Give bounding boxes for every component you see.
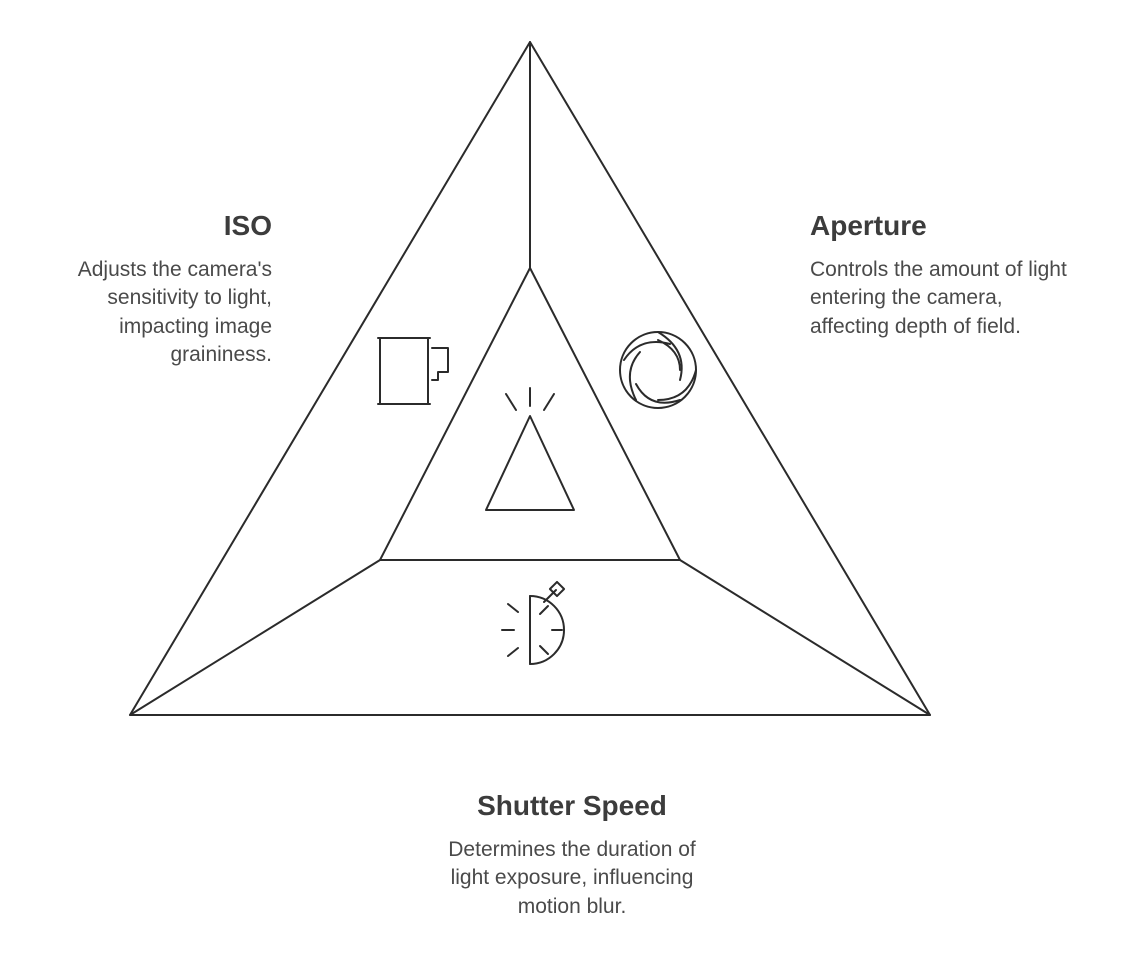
iso-icon — [378, 338, 448, 404]
shutter-desc: Determines the duration of light exposur… — [427, 836, 717, 921]
aperture-desc: Controls the amount of light entering th… — [810, 256, 1070, 341]
spoke-left — [130, 560, 380, 715]
shutter-icon — [502, 582, 564, 664]
exposure-triangle-diagram: ISO Adjusts the camera's sensitivity to … — [0, 0, 1144, 958]
spoke-right — [680, 560, 930, 715]
shutter-title: Shutter Speed — [0, 790, 1144, 822]
aperture-icon — [620, 332, 696, 408]
iso-title: ISO — [12, 210, 272, 242]
iso-desc: Adjusts the camera's sensitivity to ligh… — [12, 256, 272, 369]
aperture-title: Aperture — [810, 210, 1070, 242]
aperture-label: Aperture Controls the amount of light en… — [810, 210, 1070, 341]
shutter-label: Shutter Speed Determines the duration of… — [0, 790, 1144, 921]
iso-label: ISO Adjusts the camera's sensitivity to … — [12, 210, 272, 369]
inner-triangle — [380, 268, 680, 560]
center-exposure-icon — [486, 388, 574, 510]
